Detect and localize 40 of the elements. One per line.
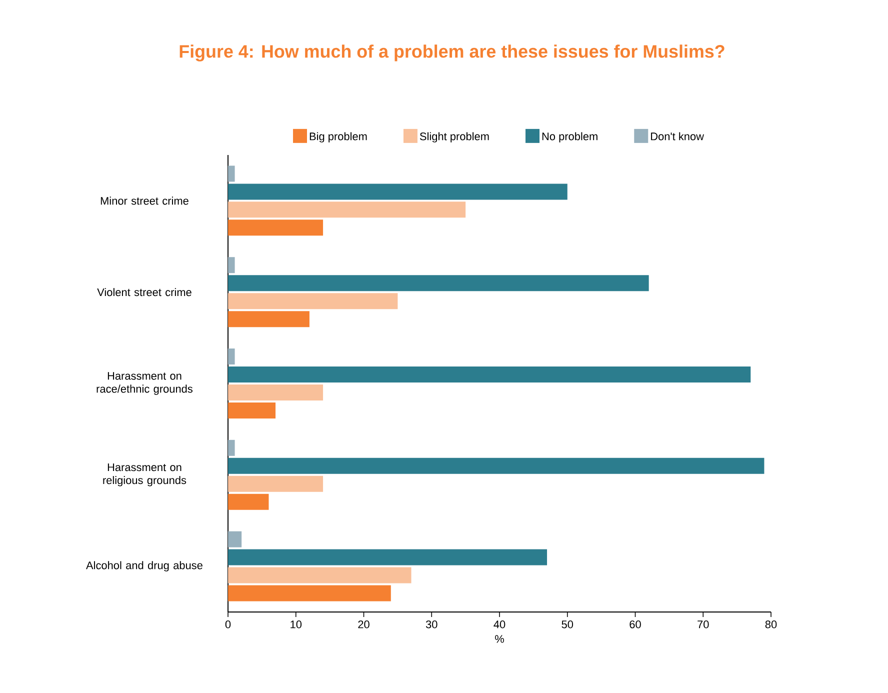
bar — [228, 366, 751, 382]
legend-label: Slight problem — [420, 132, 489, 142]
bar — [228, 384, 324, 400]
bar — [228, 220, 324, 236]
x-tick-label: 70 — [698, 620, 709, 628]
bar — [228, 458, 764, 474]
x-axis-title: % — [495, 635, 504, 643]
x-tick-label: 0 — [225, 620, 231, 628]
bar — [228, 257, 235, 274]
legend-label: Don't know — [651, 132, 704, 140]
bar — [228, 293, 398, 310]
y-tick-label: Alcohol and drug abuse — [86, 561, 202, 572]
bar — [228, 440, 235, 456]
bar — [228, 476, 324, 492]
bar — [228, 585, 391, 602]
bar — [228, 275, 649, 292]
x-tick-label: 50 — [562, 620, 574, 628]
bar — [228, 311, 310, 328]
y-tick-label: Harassment on religious grounds — [103, 464, 186, 486]
y-tick-label: Harassment on race/ethnic grounds — [96, 372, 192, 395]
legend-label: No problem — [542, 132, 598, 142]
x-tick-label: 60 — [630, 620, 641, 628]
bar — [228, 549, 548, 566]
x-tick-label: 40 — [494, 620, 506, 628]
x-tick-label: 20 — [358, 620, 370, 628]
y-tick-label: Minor street crime — [100, 196, 188, 205]
bar — [228, 567, 412, 584]
chart-title: Figure 4: How much of a problem are these issues for Muslims? — [180, 44, 724, 62]
legend-label: Big problem — [310, 132, 367, 142]
bar — [228, 202, 466, 218]
y-tick-label: Violent street crime — [97, 288, 192, 296]
bar — [228, 166, 235, 182]
x-tick-label: 80 — [765, 620, 777, 628]
bar — [228, 494, 269, 510]
x-tick-label: 10 — [290, 620, 302, 628]
bar — [228, 402, 276, 418]
x-tick-label: 30 — [426, 620, 438, 628]
bar — [228, 531, 242, 548]
bar — [228, 184, 568, 200]
bar — [228, 348, 235, 364]
